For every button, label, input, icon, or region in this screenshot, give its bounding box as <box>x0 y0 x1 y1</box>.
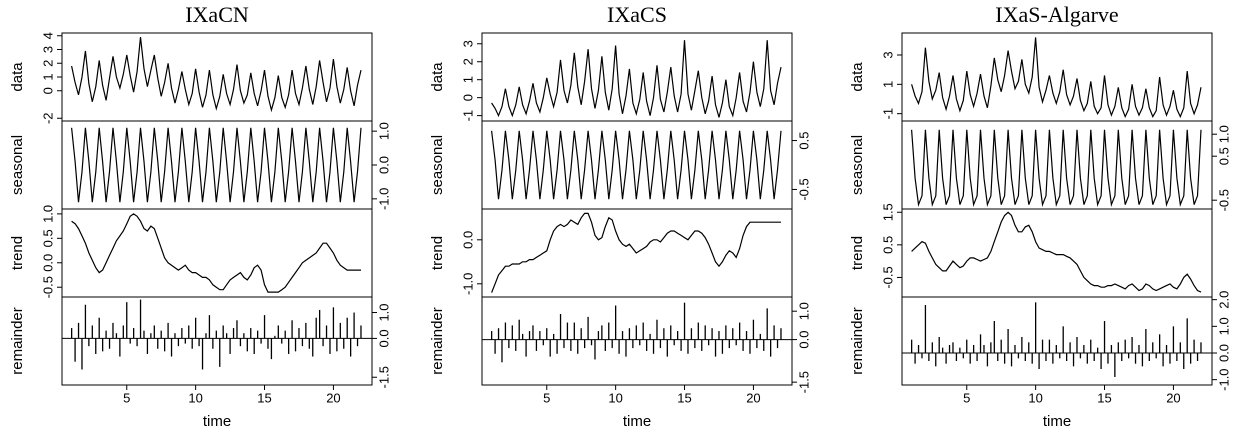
panel-frame <box>61 208 373 298</box>
x-tick-label: 5 <box>123 390 130 405</box>
x-tick-label: 20 <box>1166 390 1180 405</box>
panel-label: trend <box>849 236 866 270</box>
panel-label: trend <box>429 236 446 270</box>
x-tick-label: 15 <box>677 390 691 405</box>
y-tick-label: -1.5 <box>796 371 811 393</box>
series-line <box>911 129 1202 207</box>
y-tick-label: 0.5 <box>796 132 811 150</box>
x-tick-label: 10 <box>608 390 622 405</box>
y-tick-label: 1.0 <box>1216 125 1231 143</box>
panel-frame <box>901 32 1213 122</box>
series-line <box>71 127 362 203</box>
y-tick-label: 0.0 <box>796 331 811 349</box>
y-tick-label: 0.5 <box>1216 147 1231 165</box>
x-axis-label: time <box>203 413 231 430</box>
x-tick-label: 5 <box>963 390 970 405</box>
y-tick-label: 3 <box>40 46 55 53</box>
y-tick-label: 1.0 <box>376 122 391 140</box>
panel-label: seasonal <box>429 135 446 195</box>
y-tick-label: -2 <box>40 112 55 124</box>
panel-frame <box>901 208 1213 298</box>
y-tick-label: 1.0 <box>796 302 811 320</box>
y-tick-label: 0 <box>40 87 55 94</box>
y-tick-label: 1.0 <box>376 303 391 321</box>
y-tick-label: 0.0 <box>460 231 475 249</box>
series-line <box>491 212 781 293</box>
series-line <box>71 37 362 113</box>
panel-frame <box>901 296 1213 386</box>
y-tick-label: -0.5 <box>40 276 55 298</box>
y-tick-label: 0.0 <box>40 254 55 272</box>
x-axis-label: time <box>1043 413 1071 430</box>
chart-title: IXaCN <box>185 2 249 27</box>
y-tick-label: 1 <box>40 73 55 80</box>
x-tick-label: 15 <box>1097 390 1111 405</box>
y-tick-label: -1.0 <box>460 273 475 295</box>
y-tick-label: 1 <box>460 76 475 83</box>
y-tick-label: -1.0 <box>376 188 391 210</box>
y-tick-label: 0.5 <box>880 236 895 254</box>
y-tick-label: 1 <box>880 81 895 88</box>
y-tick-label: -0.5 <box>880 266 895 288</box>
y-tick-label: 2 <box>40 60 55 67</box>
y-tick-label: 0.0 <box>376 329 391 347</box>
y-tick-label: 1.0 <box>40 205 55 223</box>
panel-label: trend <box>9 236 26 270</box>
x-tick-label: 15 <box>257 390 271 405</box>
panel-label: seasonal <box>9 135 26 195</box>
series-line <box>71 213 361 293</box>
x-axis-label: time <box>623 413 651 430</box>
series-line <box>911 37 1202 119</box>
panel-label: data <box>849 62 866 92</box>
panel-label: seasonal <box>849 135 866 195</box>
panel-label: remainder <box>9 307 26 375</box>
y-tick-label: 3 <box>880 51 895 58</box>
series-line <box>491 130 782 200</box>
y-tick-label: 4 <box>40 32 55 39</box>
y-tick-label: -1 <box>460 110 475 122</box>
chart-title: IXaCS <box>607 2 667 27</box>
x-tick-label: 20 <box>326 390 340 405</box>
x-tick-label: 20 <box>746 390 760 405</box>
x-tick-label: 10 <box>1028 390 1042 405</box>
panel-label: data <box>429 62 446 92</box>
x-tick-label: 10 <box>188 390 202 405</box>
panel-label: data <box>9 62 26 92</box>
panel-label: remainder <box>849 307 866 375</box>
y-tick-label: 2.0 <box>1216 291 1231 309</box>
y-tick-label: 1.5 <box>880 203 895 221</box>
y-tick-label: -0.5 <box>796 178 811 200</box>
y-tick-label: 0.0 <box>376 156 391 174</box>
panel-frame <box>481 296 793 386</box>
y-tick-label: 3 <box>460 40 475 47</box>
panel-frame <box>61 296 373 386</box>
y-tick-label: 2 <box>460 58 475 65</box>
y-tick-label: -1 <box>880 108 895 120</box>
y-tick-label: 0 <box>460 94 475 101</box>
y-tick-label: 0.5 <box>40 229 55 247</box>
y-tick-label: 0.0 <box>1216 344 1231 362</box>
x-tick-label: 5 <box>543 390 550 405</box>
y-tick-label: 1.0 <box>1216 317 1231 335</box>
series-line <box>491 40 782 118</box>
y-tick-label: -1.0 <box>1216 368 1231 390</box>
y-tick-label: -0.5 <box>1216 189 1231 211</box>
series-line <box>911 211 1202 293</box>
y-tick-label: -1.5 <box>376 366 391 388</box>
panel-label: remainder <box>429 307 446 375</box>
chart-title: IXaS-Algarve <box>995 2 1118 27</box>
